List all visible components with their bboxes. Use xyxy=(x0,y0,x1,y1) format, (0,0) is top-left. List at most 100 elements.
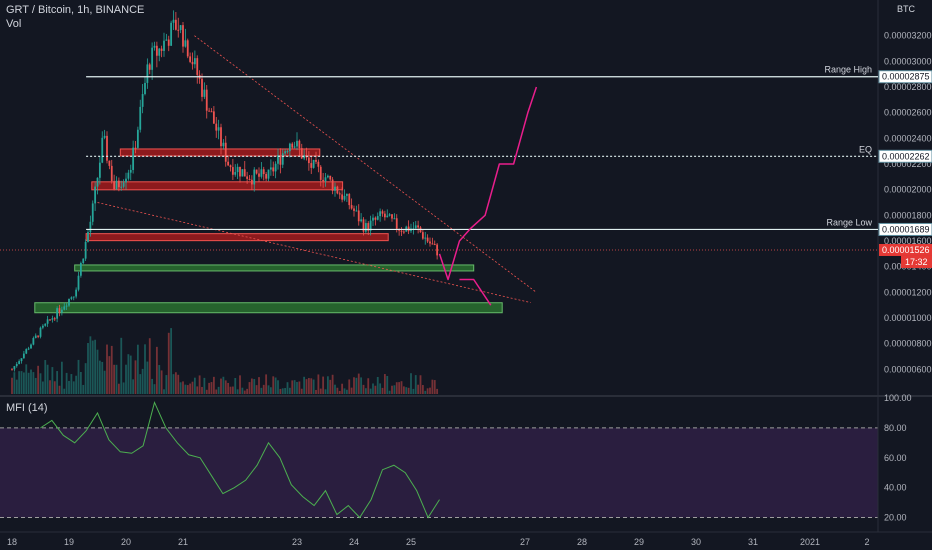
volume-bar xyxy=(419,375,422,394)
volume-bar xyxy=(132,379,135,394)
candle-body xyxy=(281,153,284,165)
mfi-band xyxy=(0,427,878,518)
volume-bar xyxy=(355,377,358,394)
candle-body xyxy=(260,169,263,177)
price-tick-label: 0.00001600 xyxy=(884,236,932,246)
candle-body xyxy=(177,29,180,31)
candle-body xyxy=(139,106,142,130)
volume-bar xyxy=(429,387,431,394)
candle-body xyxy=(312,159,315,168)
volume-bar xyxy=(203,377,206,394)
level-label-eq: EQ xyxy=(859,144,872,154)
volume-bar xyxy=(113,364,116,394)
volume-bar xyxy=(89,336,92,394)
volume-bar xyxy=(279,388,282,394)
volume-bar xyxy=(298,381,301,394)
time-tick-label: 21 xyxy=(178,537,188,547)
volume-bar xyxy=(158,365,161,394)
candle-body xyxy=(236,166,239,173)
volume-bar xyxy=(336,387,339,394)
volume-bar xyxy=(367,378,370,394)
candle-body xyxy=(224,142,227,162)
volume-bar xyxy=(184,384,187,394)
volume-bar xyxy=(96,349,99,394)
candle-body xyxy=(75,289,78,297)
volume-bar xyxy=(79,371,82,394)
volume-bar xyxy=(357,373,360,394)
volume-bar xyxy=(46,364,49,394)
candle-body xyxy=(353,208,355,211)
candle-body xyxy=(203,89,206,97)
candle-body xyxy=(319,166,322,180)
candle-body xyxy=(170,22,173,46)
volume-bar xyxy=(388,390,391,394)
volume-bar xyxy=(65,372,68,394)
price-unit-label: BTC xyxy=(897,4,916,14)
candle-body xyxy=(431,243,434,245)
candle-body xyxy=(125,178,127,183)
volume-bar xyxy=(56,371,59,394)
volume-bar xyxy=(37,365,40,394)
candle-body xyxy=(348,193,351,206)
level-price-tag xyxy=(878,149,932,163)
candle-body xyxy=(239,166,241,177)
candle-body xyxy=(267,169,270,179)
candle-body xyxy=(343,195,346,200)
candle-body xyxy=(215,123,218,131)
resistance-zone-2 xyxy=(91,181,344,191)
volume-bar xyxy=(222,376,225,394)
volume-bar xyxy=(374,385,377,394)
volume-bar xyxy=(198,375,201,394)
candle-body xyxy=(383,213,386,218)
volume-bar xyxy=(236,389,239,394)
candle-body xyxy=(284,151,287,154)
volume-bar xyxy=(267,385,270,394)
candle-body xyxy=(417,225,420,228)
volume-bar xyxy=(421,385,424,394)
volume-bar xyxy=(293,380,296,394)
volume-bar xyxy=(177,374,180,394)
volume-bar xyxy=(98,360,101,394)
volume-bar xyxy=(412,388,415,394)
candle-body xyxy=(53,318,56,320)
time-tick-label: 30 xyxy=(691,537,701,547)
volume-bar xyxy=(431,379,434,394)
volume-bar xyxy=(39,373,42,394)
candle-body xyxy=(34,335,37,339)
candle-body xyxy=(30,344,32,349)
candle-body xyxy=(58,308,61,313)
candle-body xyxy=(317,161,320,167)
volume-bar xyxy=(117,383,120,394)
candle-body xyxy=(212,111,215,124)
candle-body xyxy=(160,48,163,51)
volume-bar xyxy=(436,388,439,394)
volume-bar xyxy=(246,388,249,394)
candle-body xyxy=(132,147,135,170)
candle-body xyxy=(220,127,222,147)
candle-body xyxy=(127,172,130,179)
volume-bar xyxy=(291,380,294,394)
level-price-value: 0.00002875 xyxy=(882,72,930,82)
candle-body xyxy=(117,180,120,188)
level-label-range-high: Range High xyxy=(824,65,872,75)
time-tick-label: 25 xyxy=(406,537,416,547)
candle-body xyxy=(27,348,30,350)
candle-body xyxy=(77,275,80,290)
volume-bar xyxy=(229,386,232,394)
volume-bar xyxy=(155,346,158,394)
volume-bar xyxy=(60,361,63,394)
volume-bar xyxy=(258,377,260,394)
volume-bar xyxy=(172,374,175,394)
volume-bar xyxy=(51,367,54,394)
candle-body xyxy=(51,318,54,320)
volume-bar xyxy=(84,363,87,394)
volume-bar xyxy=(319,388,322,394)
volume-bar xyxy=(372,383,374,394)
candle-body xyxy=(101,137,104,163)
candle-body xyxy=(39,327,42,337)
volume-bar xyxy=(353,377,355,394)
volume-bar xyxy=(91,340,94,394)
volume-bar xyxy=(141,368,144,394)
candle-body xyxy=(374,217,377,220)
